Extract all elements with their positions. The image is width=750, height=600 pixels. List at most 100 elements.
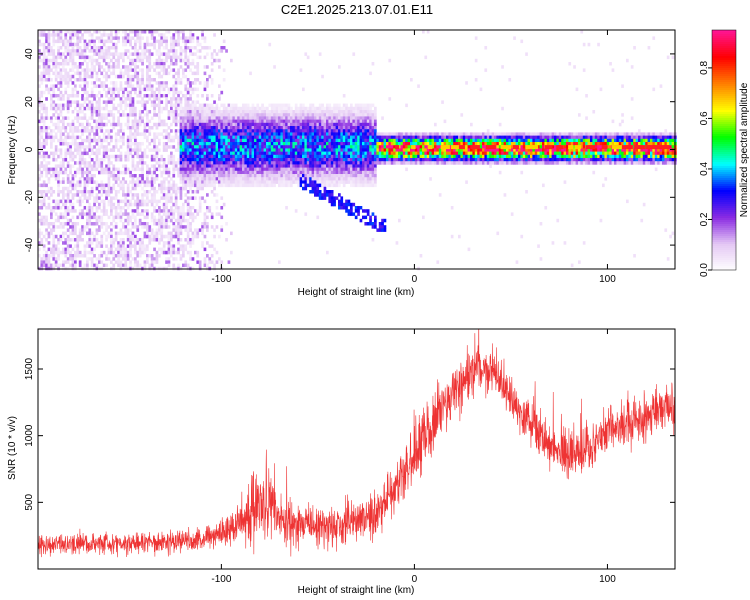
- spectrogram-cell: [242, 129, 245, 133]
- spectrogram-cell: [107, 49, 111, 53]
- spectrogram-cell: [316, 106, 320, 111]
- spectrogram-cell: [179, 49, 183, 53]
- spectrogram-cell: [328, 177, 332, 181]
- spectrogram-cell: [321, 145, 324, 149]
- spectrogram-cell: [155, 122, 159, 127]
- spectrogram-cell: [352, 113, 356, 117]
- spectrogram-cell: [66, 142, 70, 146]
- spectrogram-cell: [119, 228, 123, 232]
- spectrogram-cell: [196, 260, 200, 264]
- spectrogram-cell: [122, 183, 125, 188]
- spectrogram-cell: [290, 167, 293, 172]
- spectrogram-cell: [124, 65, 128, 69]
- spectrogram-cell: [261, 148, 264, 152]
- spectrogram-cell: [59, 52, 63, 56]
- spectrogram-cell: [59, 151, 63, 156]
- spectrogram-cell: [254, 183, 257, 188]
- spectrogram-cell: [201, 222, 204, 226]
- spectrogram-cell: [261, 122, 264, 127]
- spectrogram-cell: [251, 161, 255, 165]
- spectrogram-cell: [335, 183, 339, 188]
- spectrogram-cell: [280, 183, 284, 188]
- spectrogram-cell: [124, 151, 128, 156]
- spectrogram-cell: [270, 161, 274, 165]
- spectrogram-cell: [194, 52, 197, 56]
- spectrogram-cell: [66, 164, 70, 168]
- spectrogram-cell: [143, 190, 147, 194]
- spectrogram-cell: [201, 174, 204, 178]
- spectrogram-cell: [158, 199, 161, 204]
- spectrogram-cell: [299, 142, 303, 146]
- spectrogram-cell: [280, 167, 284, 172]
- spectrogram-cell: [328, 199, 332, 204]
- spectrogram-cell: [215, 122, 219, 127]
- spectrogram-cell: [174, 228, 178, 232]
- spectrogram-cell: [167, 110, 171, 114]
- spectrogram-cell: [278, 148, 281, 152]
- spectrogram-cell: [201, 167, 204, 172]
- spectrogram-cell: [174, 193, 178, 197]
- spectrogram-cell: [57, 122, 60, 127]
- spectrogram-cell: [292, 129, 296, 133]
- spectrogram-cell: [146, 49, 149, 53]
- spectrogram-cell: [239, 116, 243, 120]
- spectrogram-cell: [266, 161, 269, 165]
- spectrogram-cell: [294, 116, 298, 120]
- spectrogram-cell: [266, 167, 269, 172]
- spectrogram-cell: [213, 174, 216, 178]
- spectrogram-cell: [155, 65, 159, 69]
- spectrogram-cell: [38, 145, 41, 149]
- spectrogram-cell: [261, 138, 264, 143]
- spectrogram-cell: [126, 183, 130, 188]
- spectrogram-cell: [76, 170, 80, 175]
- spectrogram-cell: [71, 177, 75, 181]
- spectrogram-cell: [263, 126, 267, 130]
- spectrogram-cell: [119, 138, 123, 143]
- spectrogram-cell: [95, 161, 99, 165]
- spectrogram-cell: [184, 97, 188, 101]
- spectrogram-cell: [345, 158, 348, 162]
- spectrogram-cell: [90, 238, 94, 242]
- spectrogram-cell: [150, 183, 154, 188]
- spectrogram-cell: [302, 119, 305, 124]
- spectrogram-cell: [143, 129, 147, 133]
- spectrogram-cell: [285, 132, 288, 136]
- spectrogram-cell: [321, 142, 324, 146]
- spectrogram-cell: [165, 68, 168, 72]
- spectrogram-cell: [76, 222, 80, 226]
- spectrogram-cell: [105, 257, 108, 261]
- spectrogram-cell: [342, 119, 346, 124]
- spectrogram-cell: [110, 209, 113, 213]
- spectrogram-cell: [335, 132, 339, 136]
- spectrogram-cell: [184, 84, 188, 88]
- spectrogram-cell: [191, 58, 195, 63]
- spectrogram-cell: [54, 103, 58, 108]
- spectrogram-cell: [52, 71, 56, 76]
- spectrogram-cell: [95, 148, 99, 152]
- spectrogram-cell: [112, 65, 116, 69]
- spectrogram-cell: [184, 244, 188, 248]
- spectrogram-cell: [318, 145, 322, 149]
- spectrogram-cell: [251, 142, 255, 146]
- spectrogram-cell: [304, 116, 308, 120]
- spectrogram-cell: [64, 154, 68, 159]
- spectrogram-cell: [290, 126, 293, 130]
- spectrogram-cell: [194, 113, 197, 117]
- spectrogram-cell: [311, 154, 315, 159]
- spectrogram-cell: [222, 202, 226, 207]
- spectrogram-cell: [172, 46, 176, 50]
- spectrogram-cell: [294, 170, 298, 175]
- spectrogram-cell: [261, 129, 264, 133]
- spectrogram-cell: [124, 113, 128, 117]
- spectrogram-cell: [170, 209, 173, 213]
- spectrogram-cell: [213, 113, 216, 117]
- spectrogram-cell: [59, 119, 63, 124]
- spectrogram-cell: [131, 234, 135, 239]
- spectrogram-cell: [131, 231, 135, 236]
- spectrogram-cell: [146, 84, 149, 88]
- spectrogram-cell: [206, 78, 209, 82]
- spectrogram-cell: [275, 180, 279, 184]
- spectrogram-cell: [196, 78, 200, 82]
- spectrogram-cell: [90, 190, 94, 194]
- spectrogram-cell: [42, 167, 46, 172]
